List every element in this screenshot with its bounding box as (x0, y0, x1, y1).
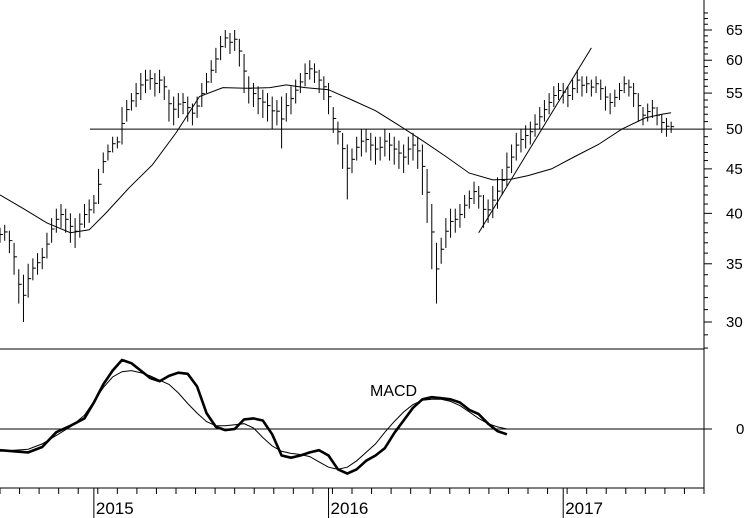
year-label: 2017 (565, 499, 603, 518)
price-tick-label: 40 (726, 205, 743, 222)
signal-line (0, 370, 508, 470)
price-axis: 30 35 40 45 50 55 60 65 (704, 12, 743, 349)
macd-line (0, 358, 508, 475)
year-label: 2016 (331, 499, 369, 518)
price-bars (0, 30, 675, 322)
year-label: 2015 (96, 499, 134, 518)
price-tick-label: 65 (726, 22, 743, 39)
price-tick-label: 30 (726, 314, 743, 331)
price-tick-label: 55 (726, 85, 743, 102)
time-axis: 2015 2016 2017 (0, 488, 705, 518)
price-tick-label: 35 (726, 256, 743, 273)
trend-line (478, 47, 592, 233)
moving-average-line (0, 84, 672, 234)
price-tick-label: 50 (726, 121, 743, 138)
macd-label: MACD (370, 383, 417, 400)
price-tick-label: 60 (726, 52, 743, 69)
macd-zero-tick-label: 0 (736, 421, 744, 438)
price-tick-label: 45 (726, 161, 743, 178)
